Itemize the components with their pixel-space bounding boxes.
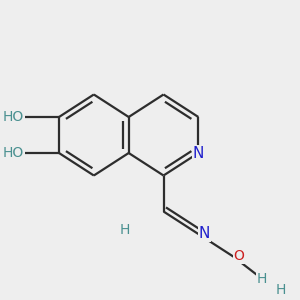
Text: HO: HO xyxy=(3,110,24,124)
Text: H: H xyxy=(120,223,130,236)
Text: N: N xyxy=(193,146,204,160)
Text: O: O xyxy=(233,250,244,263)
Text: N: N xyxy=(198,226,210,242)
Text: H: H xyxy=(275,283,286,296)
Text: HO: HO xyxy=(3,146,24,160)
Text: H: H xyxy=(257,272,267,286)
